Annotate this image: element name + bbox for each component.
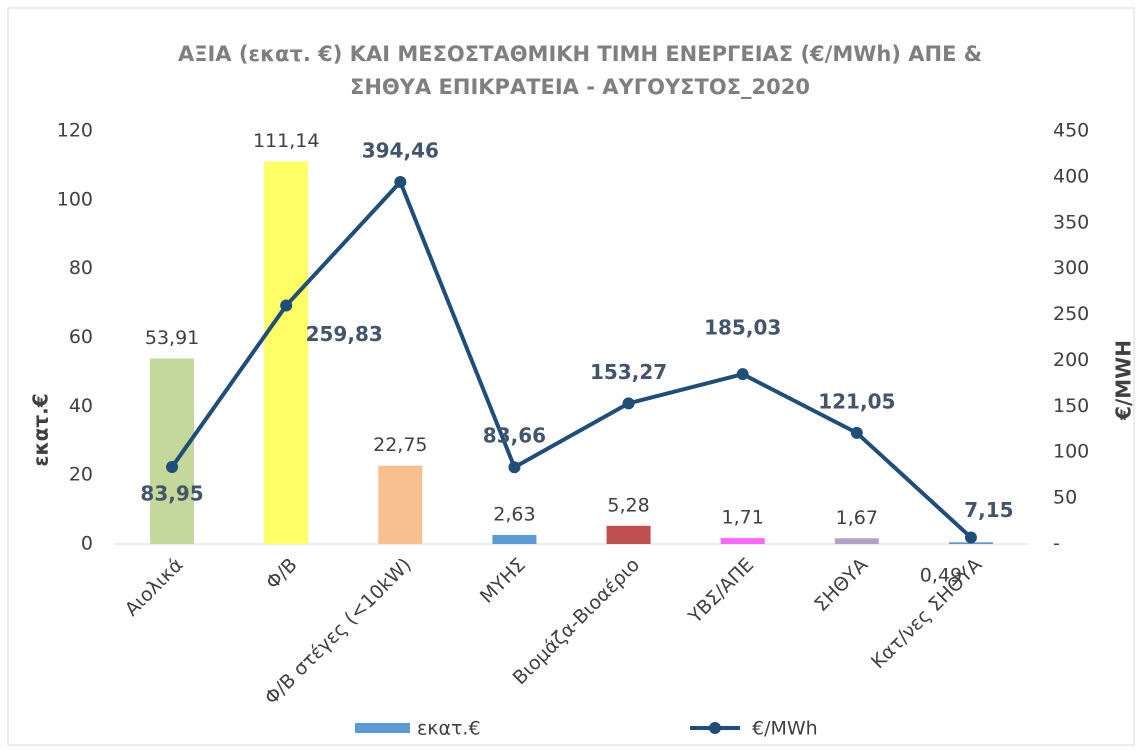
bar-value-label: 0,49	[920, 565, 962, 587]
line-point	[964, 531, 977, 544]
bar	[264, 161, 309, 544]
line-value-label: 83,95	[140, 481, 203, 505]
bar	[720, 538, 765, 544]
y2-tick-label: 450	[1053, 120, 1089, 142]
y2-tick-label: 100	[1053, 441, 1089, 463]
line	[170, 178, 973, 539]
y-tick-label: 0	[81, 533, 93, 555]
line-point	[508, 461, 521, 474]
bar-value-label: 5,28	[607, 494, 649, 516]
y2-tick-label: 200	[1053, 349, 1089, 371]
line-value-label: 259,83	[306, 322, 383, 346]
y2-tick-label: 350	[1053, 211, 1089, 233]
bar	[150, 358, 195, 544]
bar	[606, 525, 651, 544]
legend-swatch-point	[709, 722, 721, 734]
line-point	[394, 175, 407, 188]
y2-tick-label: 150	[1053, 395, 1089, 417]
y2-tick-label: 250	[1053, 303, 1089, 325]
bar-value-label: 111,14	[253, 130, 319, 152]
bar-value-label: 22,75	[373, 434, 427, 456]
y-tick-label: 100	[57, 188, 93, 210]
y2-tick-label: -	[1053, 533, 1060, 555]
line-value-label: 394,46	[362, 138, 439, 162]
line-value-label: 83,66	[483, 424, 546, 448]
y-axis-label: εκατ.€	[29, 393, 53, 466]
line-point	[622, 397, 635, 410]
bar-value-label: 1,71	[722, 507, 764, 529]
y-tick-label: 20	[69, 464, 93, 486]
line-point	[736, 368, 749, 381]
line-value-label: 153,27	[590, 360, 667, 384]
y-tick-label: 80	[69, 257, 93, 279]
bar	[492, 534, 537, 544]
line-value-label: 121,05	[818, 389, 895, 413]
chart-subtitle: ΣΗΘΥΑ ΕΠΙΚΡΑΤΕΙΑ - ΑΥΓΟΥΣΤΟΣ_2020	[350, 75, 810, 99]
bar-value-label: 1,67	[836, 507, 878, 529]
bar	[834, 538, 879, 544]
legend-label: εκατ.€	[417, 718, 481, 740]
bar-value-label: 2,63	[493, 503, 535, 525]
y-tick-label: 120	[57, 120, 93, 142]
line-point	[166, 460, 179, 473]
line-point	[850, 426, 863, 439]
line-value-label: 185,03	[704, 316, 781, 340]
chart-border	[7, 7, 1135, 746]
y-tick-label: 40	[69, 395, 93, 417]
legend-swatch	[355, 723, 410, 733]
y2-axis-label: €/MWH	[1112, 340, 1136, 421]
line-point	[280, 299, 293, 312]
bar-value-label: 53,91	[145, 327, 199, 349]
legend-label: €/MWh	[752, 718, 818, 740]
bar	[378, 465, 423, 544]
y2-tick-label: 400	[1053, 165, 1089, 187]
y2-tick-label: 300	[1053, 257, 1089, 279]
y-tick-label: 60	[69, 326, 93, 348]
chart-title: ΑΞΙΑ (εκατ. €) ΚΑΙ ΜΕΣΟΣΤΑΘΜΙΚΗ ΤΙΜΗ ΕΝΕ…	[178, 42, 982, 66]
y2-tick-label: 50	[1053, 487, 1077, 509]
line-value-label: 7,15	[964, 498, 1013, 522]
